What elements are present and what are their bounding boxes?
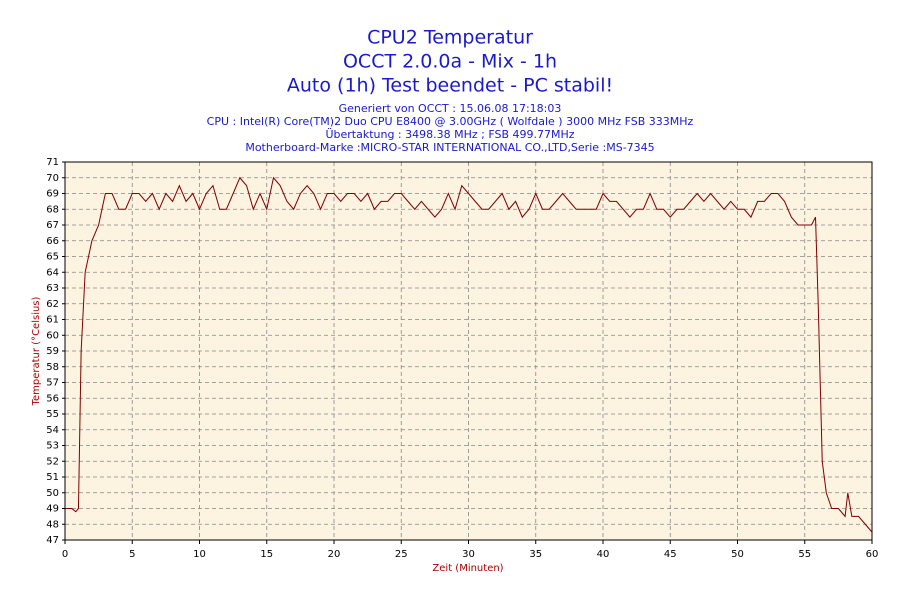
x-tick-label: 50 [731, 549, 744, 560]
x-tick-label: 0 [62, 549, 68, 560]
chart-title: CPU2 Temperatur [367, 27, 533, 49]
y-tick-label: 71 [46, 157, 59, 168]
y-tick-label: 62 [46, 299, 59, 310]
x-tick-label: 35 [529, 549, 542, 560]
x-tick-label: 20 [328, 549, 341, 560]
subtitle: Generiert von OCCT : 15.06.08 17:18:03 [339, 102, 562, 115]
y-tick-label: 65 [46, 252, 59, 263]
y-tick-label: 68 [46, 204, 59, 215]
y-tick-label: 50 [46, 488, 59, 499]
y-tick-label: 53 [46, 441, 59, 452]
subtitle: CPU : Intel(R) Core(TM)2 Duo CPU E8400 @… [207, 115, 694, 128]
y-tick-label: 51 [46, 472, 59, 483]
x-tick-label: 5 [129, 549, 135, 560]
y-tick-label: 48 [46, 519, 59, 530]
y-tick-label: 66 [46, 236, 59, 247]
x-tick-label: 55 [798, 549, 811, 560]
y-tick-label: 47 [46, 535, 59, 546]
y-tick-label: 59 [46, 346, 59, 357]
chart-title: Auto (1h) Test beendet - PC stabil! [287, 75, 613, 97]
y-tick-label: 69 [46, 189, 59, 200]
y-tick-label: 49 [46, 504, 59, 515]
y-tick-label: 57 [46, 378, 59, 389]
y-tick-label: 64 [46, 267, 59, 278]
x-tick-label: 10 [193, 549, 206, 560]
y-tick-label: 67 [46, 220, 59, 231]
x-axis-label: Zeit (Minuten) [432, 563, 503, 574]
x-tick-label: 40 [597, 549, 610, 560]
plot-frame [64, 161, 873, 541]
x-tick-label: 45 [664, 549, 677, 560]
subtitle: Motherboard-Marke :MICRO-STAR INTERNATIO… [245, 141, 654, 154]
x-tick-label: 60 [866, 549, 879, 560]
x-tick-label: 15 [260, 549, 273, 560]
y-tick-label: 70 [46, 173, 59, 184]
x-tick-label: 30 [462, 549, 475, 560]
y-tick-label: 55 [46, 409, 59, 420]
y-tick-label: 61 [46, 315, 59, 326]
y-tick-label: 58 [46, 362, 59, 373]
y-tick-label: 60 [46, 330, 59, 341]
data-line [65, 176, 873, 533]
y-tick-label: 63 [46, 283, 59, 294]
y-axis-label: Temperatur (°Celsius) [31, 296, 42, 406]
y-tick-label: 52 [46, 456, 59, 467]
y-tick-label: 54 [46, 425, 59, 436]
chart-title: OCCT 2.0.0a - Mix - 1h [343, 51, 557, 73]
subtitle: Übertaktung : 3498.38 MHz ; FSB 499.77MH… [325, 128, 574, 141]
x-tick-label: 25 [395, 549, 408, 560]
y-tick-label: 56 [46, 393, 59, 404]
